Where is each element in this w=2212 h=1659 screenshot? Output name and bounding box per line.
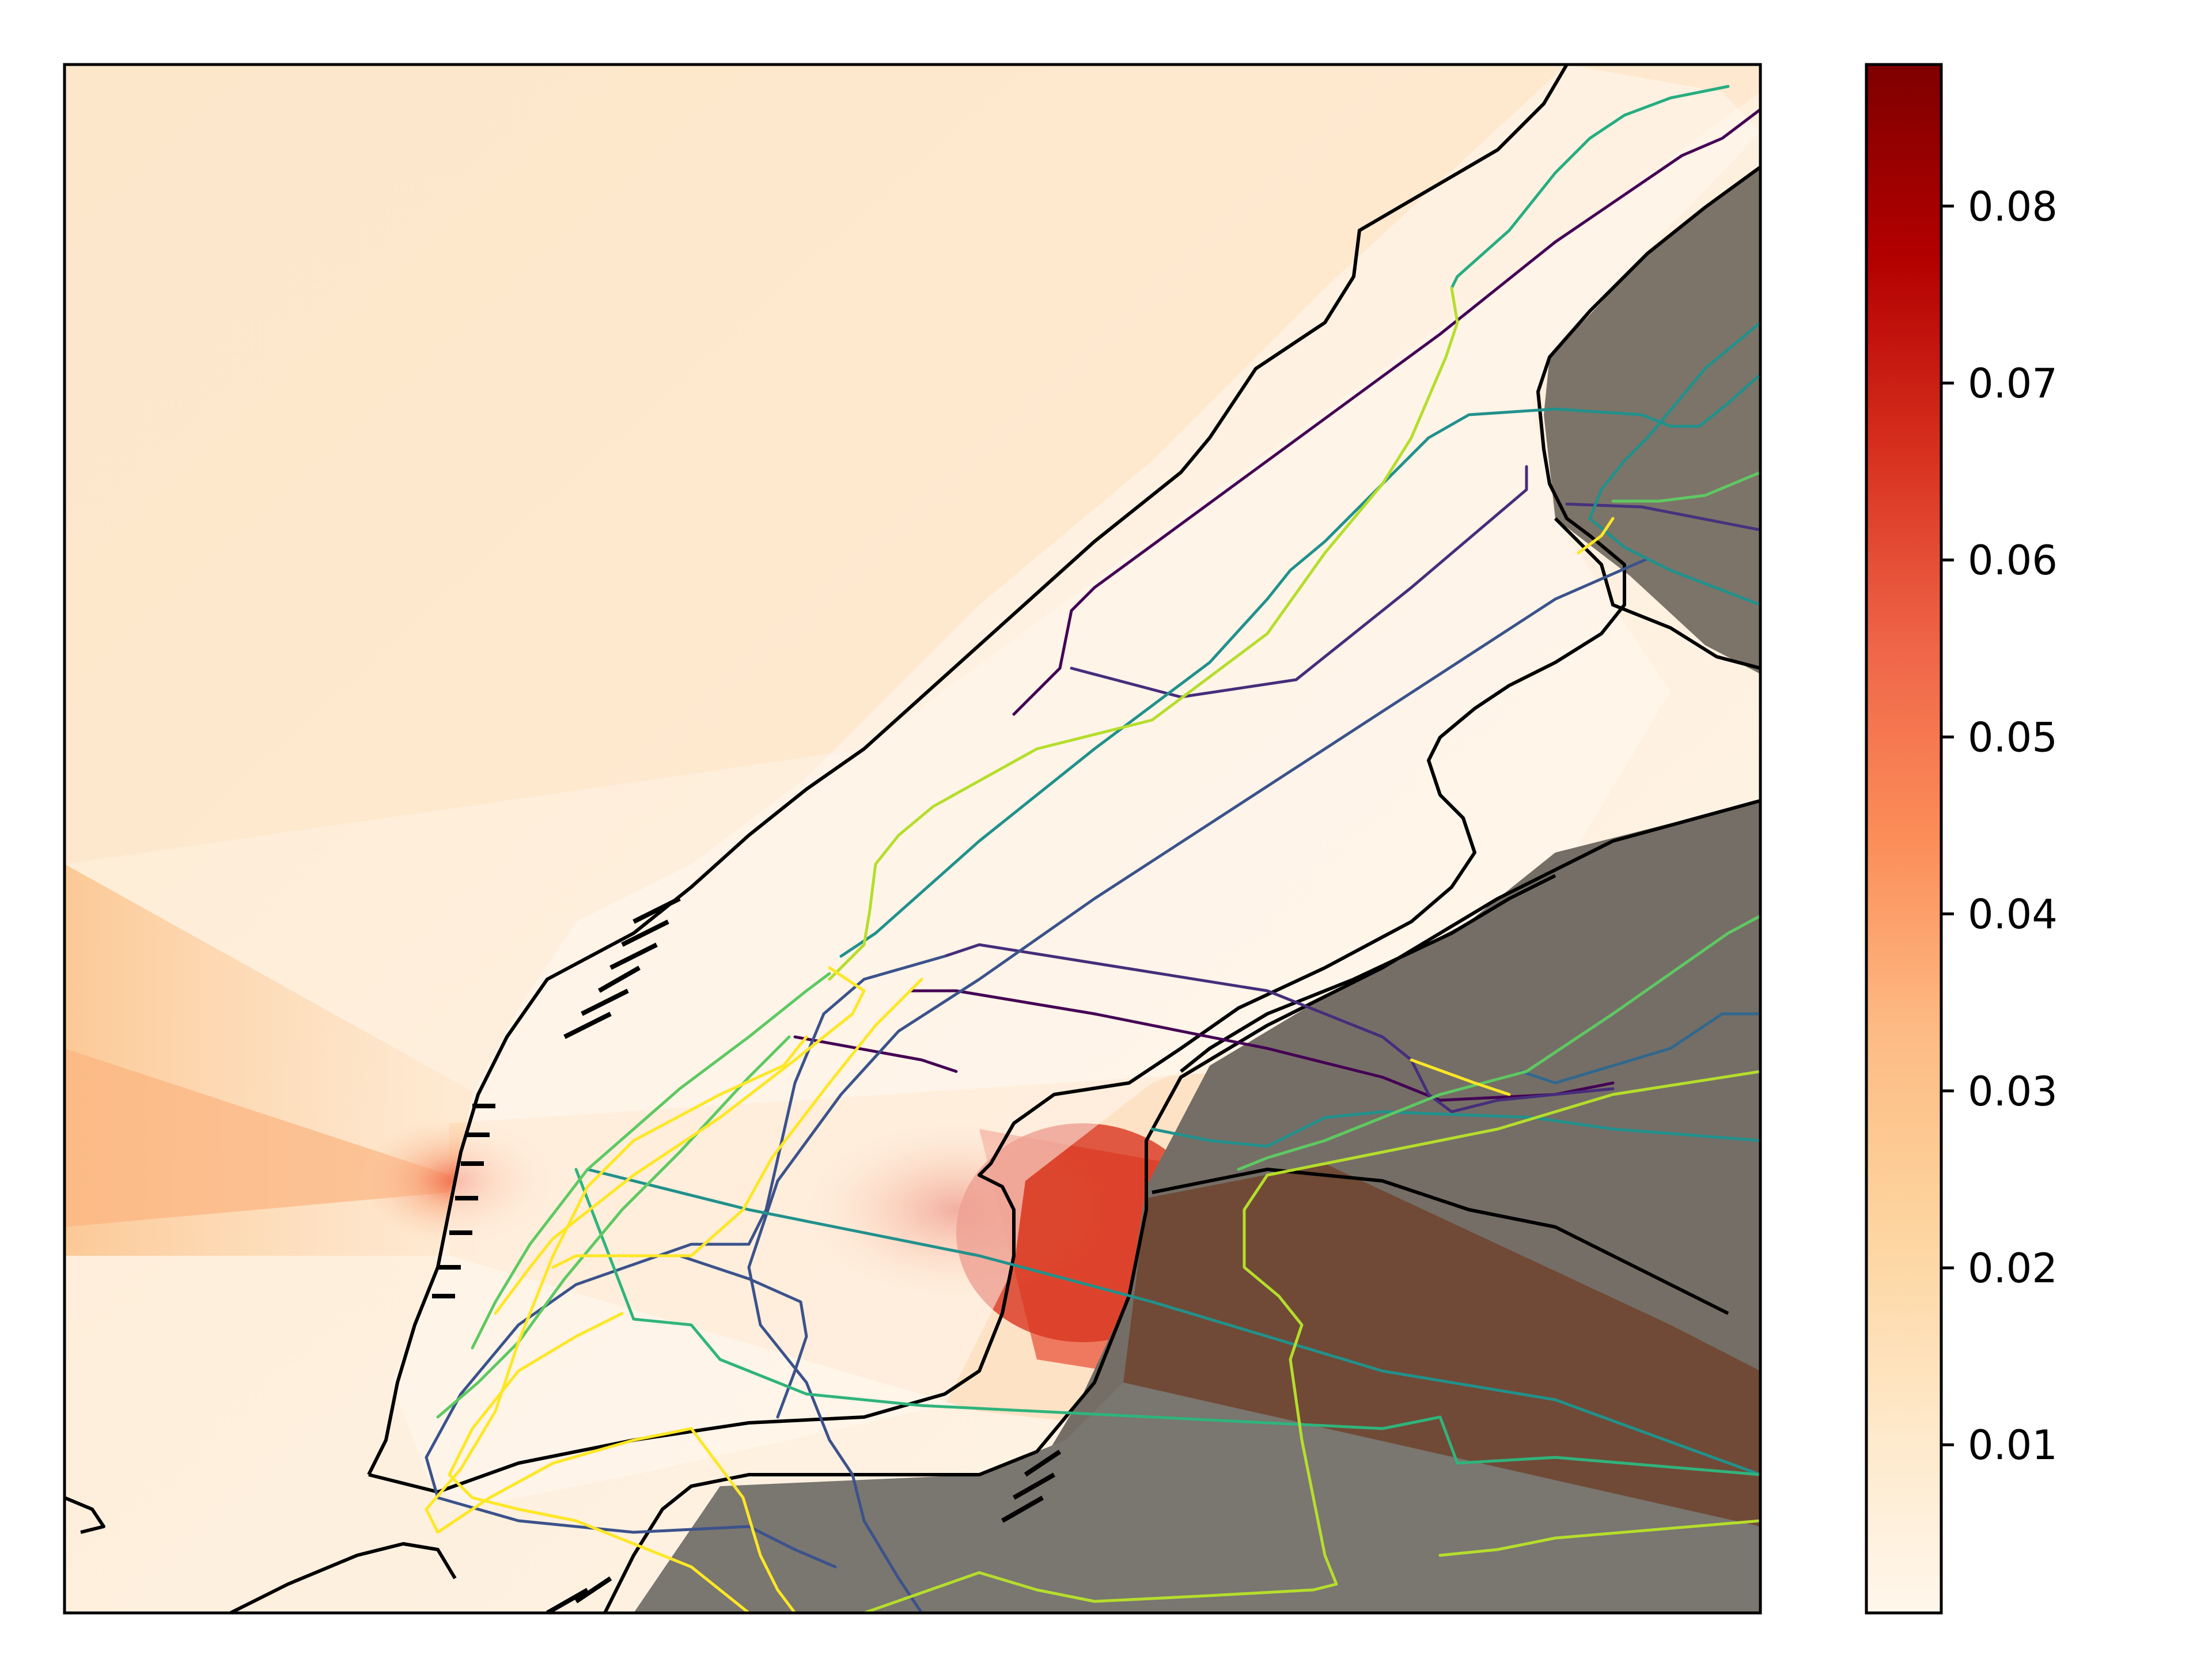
coastline-river-inner (1180, 874, 1556, 1073)
subway-line-lightgreen-3 (436, 1035, 791, 1419)
subway-line-yellow-6 (1577, 517, 1615, 555)
colorbar: 0.01 0.02 0.03 0.04 0.05 0.06 0.07 0.08 (1865, 63, 2058, 1615)
coastline-newtown-creek (1152, 1168, 1729, 1315)
coastline-queens-edge (1554, 517, 1760, 670)
subway-line-lightgreen-1 (1237, 914, 1760, 1171)
land-queens (1544, 167, 1760, 674)
subway-lines (425, 85, 1760, 1613)
colorbar-tick-label: 0.08 (1968, 183, 2058, 230)
subway-line-purple-1 (1012, 108, 1760, 716)
map-frame (63, 63, 1762, 1615)
land-south-gray (634, 1382, 1760, 1613)
colorbar-tick-label: 0.05 (1968, 714, 2058, 761)
coastline-manhattan-east (368, 165, 1760, 1494)
subway-line-blue-1 (747, 557, 1649, 1613)
subway-line-lightgreen-2 (471, 972, 831, 1350)
heatmap-band-top (65, 65, 1760, 864)
subway-line-yellow-2 (494, 966, 866, 1315)
subway-line-blue-2 (425, 955, 946, 1569)
subway-line-green-1 (1450, 85, 1730, 290)
subway-line-purple-4 (1565, 502, 1760, 532)
coastline-manhattan-west (367, 65, 1569, 1476)
map-plot-area (65, 65, 1760, 1613)
colorbar-tick-label: 0.02 (1968, 1245, 2058, 1292)
subway-line-lime-2 (862, 1070, 1760, 1613)
coastline-nj-bottom2 (229, 1542, 457, 1613)
land-brooklyn-hot (1123, 1164, 1760, 1555)
subway-line-purple-3 (793, 1035, 958, 1073)
subway-line-lightgreen-4 (1611, 471, 1760, 503)
subway-line-teal-2 (1588, 321, 1760, 607)
subway-line-yellow-1 (551, 978, 923, 1269)
subway-line-teal-3 (586, 1168, 1760, 1476)
subway-line-lime-1 (828, 286, 1459, 981)
coastlines (65, 65, 1760, 1613)
manhattan-island (392, 65, 1760, 1509)
subway-line-blue-4 (1519, 1012, 1760, 1085)
colorbar-ticks: 0.01 0.02 0.03 0.04 0.05 0.06 0.07 0.08 (1941, 183, 2058, 1469)
colorbar-tick-label: 0.07 (1968, 360, 2058, 407)
piers-west (432, 896, 1062, 1613)
subway-line-blue-3 (678, 1254, 808, 1419)
subway-line-teal-4 (1150, 1110, 1760, 1148)
coastline-nj-bottom (65, 1496, 105, 1534)
colorbar-tick-label: 0.01 (1968, 1422, 2058, 1469)
colorbar-bar (1865, 63, 1943, 1615)
subway-line-yellow-4 (448, 1312, 751, 1613)
subway-line-lime-3 (1438, 1519, 1760, 1557)
colorbar-tick-label: 0.04 (1968, 891, 2058, 938)
colorbar-tick-label: 0.03 (1968, 1068, 2058, 1115)
subway-line-green-2 (574, 1168, 1760, 1476)
heatmap-band-left-core (65, 1048, 449, 1227)
colorbar-tick-label: 0.06 (1968, 537, 2058, 584)
subway-line-yellow-5 (1410, 1058, 1511, 1096)
subway-line-yellow-3 (425, 1035, 808, 1613)
